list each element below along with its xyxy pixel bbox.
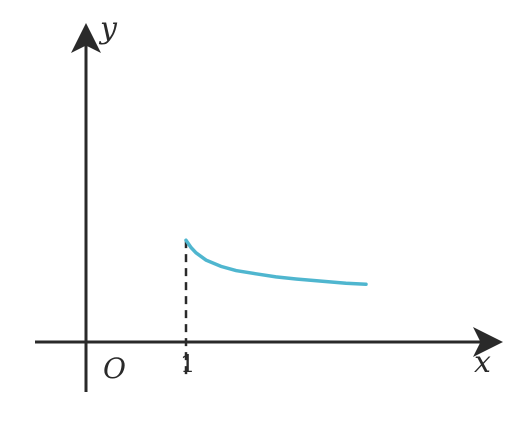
origin-label: O	[103, 352, 126, 385]
x-tick-label-1: 1	[180, 350, 195, 378]
curve-series	[184, 238, 368, 287]
x-axis-label: x	[474, 345, 491, 380]
y-axis-label: y	[98, 11, 118, 46]
